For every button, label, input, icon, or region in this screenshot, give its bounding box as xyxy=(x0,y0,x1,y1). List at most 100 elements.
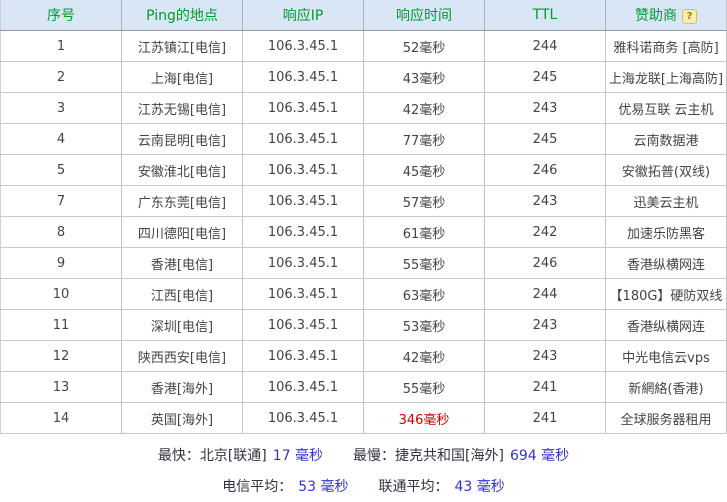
table-row: 1 江苏镇江[电信] 106.3.45.1 52毫秒 244 雅科诺商务 [高防… xyxy=(0,30,727,62)
ip-cell: 106.3.45.1 xyxy=(242,371,364,403)
column-header-index: 序号 xyxy=(0,0,122,31)
unicom-avg-value: 43 毫秒 xyxy=(454,479,505,495)
time-cell-slow: 346毫秒 xyxy=(363,402,485,434)
slowest-group: 最慢：捷克共和国[海外] 694 毫秒 xyxy=(353,448,569,464)
ttl-cell: 241 xyxy=(484,402,606,434)
ttl-cell: 245 xyxy=(484,123,606,155)
table-row: 3 江苏无锡[电信] 106.3.45.1 42毫秒 243 优易互联 云主机 xyxy=(0,92,727,124)
column-header-location: Ping的地点 xyxy=(121,0,243,31)
ttl-cell: 244 xyxy=(484,30,606,62)
time-cell: 55毫秒 xyxy=(363,371,485,403)
index-cell: 13 xyxy=(0,371,122,403)
time-cell: 52毫秒 xyxy=(363,30,485,62)
ip-cell: 106.3.45.1 xyxy=(242,61,364,93)
sponsor-link[interactable]: 中光电信云vps xyxy=(605,340,727,372)
table-row: 8 四川德阳[电信] 106.3.45.1 61毫秒 242 加速乐防黑客 xyxy=(0,216,727,248)
sponsor-link[interactable]: 加速乐防黑客 xyxy=(605,216,727,248)
index-cell: 11 xyxy=(0,309,122,341)
fastest-value: 17 毫秒 xyxy=(272,448,324,464)
ttl-cell: 243 xyxy=(484,340,606,372)
ip-cell: 106.3.45.1 xyxy=(242,185,364,217)
table-row: 2 上海[电信] 106.3.45.1 43毫秒 245 上海龙联[上海高防] xyxy=(0,61,727,93)
sponsor-link[interactable]: 【180G】硬防双线 xyxy=(605,278,727,310)
index-cell: 4 xyxy=(0,123,122,155)
ttl-cell: 245 xyxy=(484,61,606,93)
ip-cell: 106.3.45.1 xyxy=(242,154,364,186)
time-cell: 42毫秒 xyxy=(363,92,485,124)
index-cell: 7 xyxy=(0,185,122,217)
fastest-group: 最快：北京[联通] 17 毫秒 xyxy=(158,448,323,464)
table-row: 7 广东东莞[电信] 106.3.45.1 57毫秒 243 迅美云主机 xyxy=(0,185,727,217)
slowest-label: 最慢：捷克共和国[海外] xyxy=(353,448,504,464)
table-row: 5 安徽淮北[电信] 106.3.45.1 45毫秒 246 安徽拓普(双线) xyxy=(0,154,727,186)
ttl-cell: 243 xyxy=(484,185,606,217)
telecom-avg-label: 电信平均： xyxy=(222,479,293,495)
summary-line-averages: 电信平均： 53 毫秒 联通平均： 43 毫秒 xyxy=(0,476,727,498)
column-header-label: 响应IP xyxy=(282,8,324,24)
ttl-cell: 243 xyxy=(484,92,606,124)
location-cell: 江苏镇江[电信] xyxy=(121,30,243,62)
table-row: 13 香港[海外] 106.3.45.1 55毫秒 241 新網絡(香港) xyxy=(0,371,727,403)
slowest-value: 694 毫秒 xyxy=(509,448,570,464)
table-row: 12 陕西西安[电信] 106.3.45.1 42毫秒 243 中光电信云vps xyxy=(0,340,727,372)
table-header: 序号 Ping的地点 响应IP 响应时间 TTL 赞助商? xyxy=(0,0,727,31)
ttl-cell: 246 xyxy=(484,154,606,186)
location-cell: 上海[电信] xyxy=(121,61,243,93)
ttl-cell: 246 xyxy=(484,247,606,279)
help-icon[interactable]: ? xyxy=(682,9,697,24)
index-cell: 14 xyxy=(0,402,122,434)
unicom-avg-label: 联通平均： xyxy=(378,479,449,495)
location-cell: 江苏无锡[电信] xyxy=(121,92,243,124)
column-header-label: Ping的地点 xyxy=(146,8,218,24)
location-cell: 香港[海外] xyxy=(121,371,243,403)
sponsor-link[interactable]: 香港纵横网连 xyxy=(605,309,727,341)
sponsor-link[interactable]: 优易互联 云主机 xyxy=(605,92,727,124)
column-header-time: 响应时间 xyxy=(363,0,485,31)
location-cell: 安徽淮北[电信] xyxy=(121,154,243,186)
sponsor-link[interactable]: 云南数据港 xyxy=(605,123,727,155)
ip-cell: 106.3.45.1 xyxy=(242,216,364,248)
header-row: 序号 Ping的地点 响应IP 响应时间 TTL 赞助商? xyxy=(0,0,727,31)
sponsor-link[interactable]: 迅美云主机 xyxy=(605,185,727,217)
sponsor-link[interactable]: 香港纵横网连 xyxy=(605,247,727,279)
time-cell: 43毫秒 xyxy=(363,61,485,93)
column-header-label: 序号 xyxy=(47,8,75,24)
column-header-ttl: TTL xyxy=(484,0,606,31)
table-row: 10 江西[电信] 106.3.45.1 63毫秒 244 【180G】硬防双线 xyxy=(0,278,727,310)
index-cell: 9 xyxy=(0,247,122,279)
column-header-label: 响应时间 xyxy=(396,8,452,24)
index-cell: 1 xyxy=(0,30,122,62)
column-header-label: 赞助商 xyxy=(635,8,677,24)
index-cell: 10 xyxy=(0,278,122,310)
ttl-cell: 242 xyxy=(484,216,606,248)
sponsor-link[interactable]: 安徽拓普(双线) xyxy=(605,154,727,186)
ip-cell: 106.3.45.1 xyxy=(242,92,364,124)
sponsor-link[interactable]: 新網絡(香港) xyxy=(605,371,727,403)
sponsor-link[interactable]: 全球服务器租用 xyxy=(605,402,727,434)
telecom-avg-group: 电信平均： 53 毫秒 xyxy=(222,479,348,495)
time-cell: 55毫秒 xyxy=(363,247,485,279)
time-cell: 45毫秒 xyxy=(363,154,485,186)
sponsor-link[interactable]: 雅科诺商务 [高防] xyxy=(605,30,727,62)
index-cell: 12 xyxy=(0,340,122,372)
summary-footer: 最快：北京[联通] 17 毫秒 最慢：捷克共和国[海外] 694 毫秒 电信平均： 53… xyxy=(0,434,727,498)
time-cell: 53毫秒 xyxy=(363,309,485,341)
location-cell: 云南昆明[电信] xyxy=(121,123,243,155)
ip-cell: 106.3.45.1 xyxy=(242,340,364,372)
sponsor-link[interactable]: 上海龙联[上海高防] xyxy=(605,61,727,93)
location-cell: 陕西西安[电信] xyxy=(121,340,243,372)
column-header-label: TTL xyxy=(532,7,558,23)
location-cell: 香港[电信] xyxy=(121,247,243,279)
index-cell: 5 xyxy=(0,154,122,186)
ping-results-table: 序号 Ping的地点 响应IP 响应时间 TTL 赞助商? 1 江苏镇江[电信]… xyxy=(0,0,727,434)
index-cell: 2 xyxy=(0,61,122,93)
time-cell: 42毫秒 xyxy=(363,340,485,372)
time-cell: 63毫秒 xyxy=(363,278,485,310)
index-cell: 3 xyxy=(0,92,122,124)
location-cell: 英国[海外] xyxy=(121,402,243,434)
table-row: 9 香港[电信] 106.3.45.1 55毫秒 246 香港纵横网连 xyxy=(0,247,727,279)
ip-cell: 106.3.45.1 xyxy=(242,402,364,434)
ip-cell: 106.3.45.1 xyxy=(242,309,364,341)
location-cell: 深圳[电信] xyxy=(121,309,243,341)
